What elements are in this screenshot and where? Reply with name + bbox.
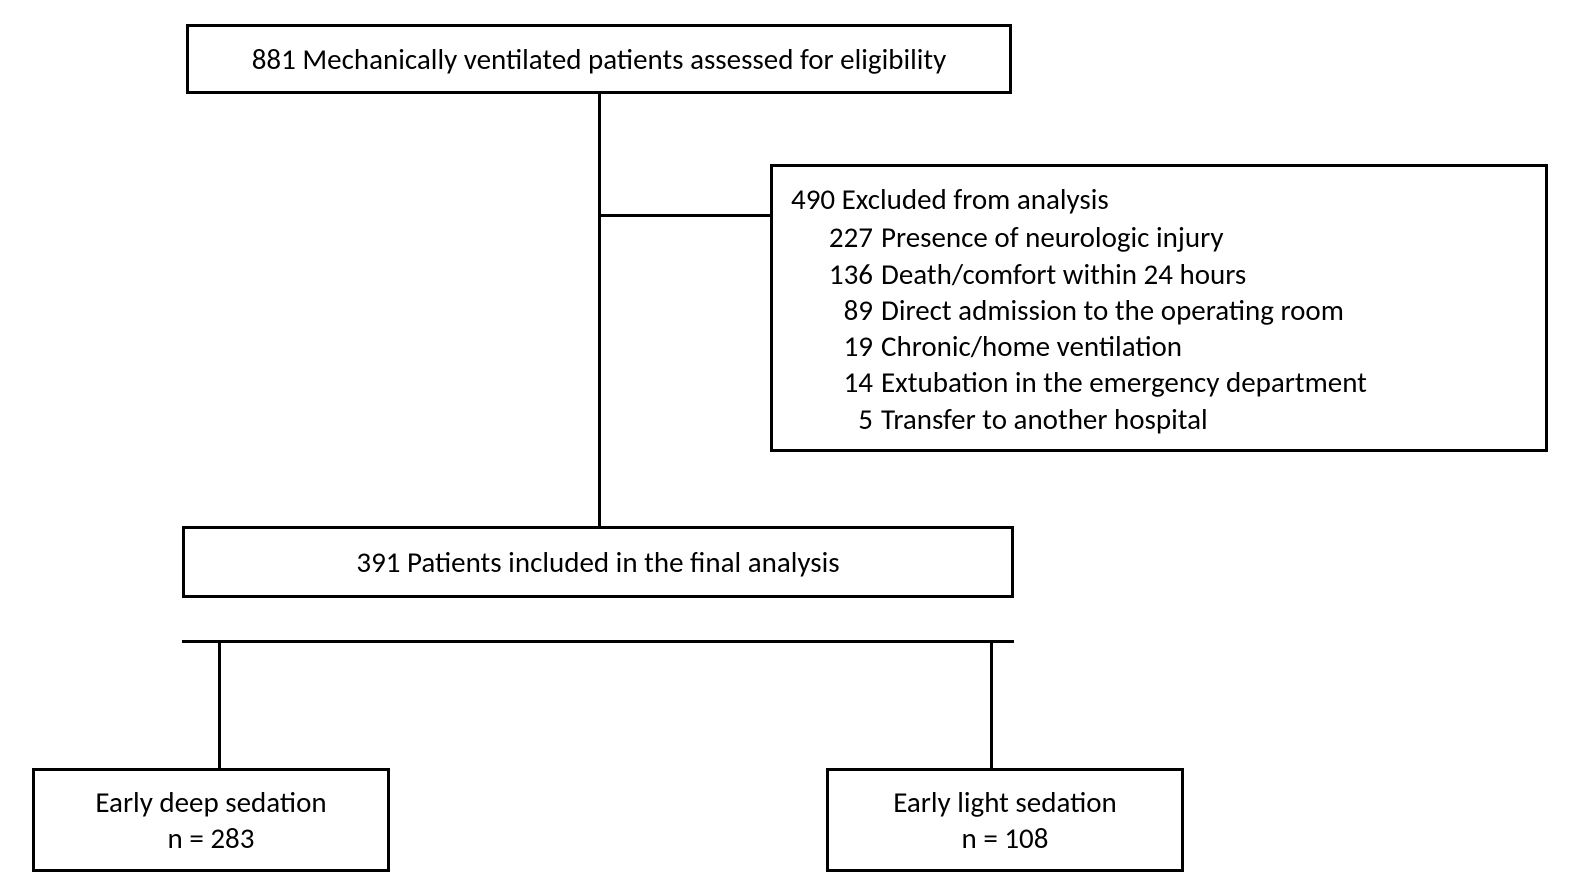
excluded-item: 136 Death/comfort within 24 hours	[791, 256, 1527, 292]
assessed-text: 881 Mechanically ventilated patients ass…	[207, 41, 991, 77]
flow-box-assessed: 881 Mechanically ventilated patients ass…	[186, 24, 1012, 94]
connector-trunk	[598, 94, 601, 526]
included-text: 391 Patients included in the final analy…	[203, 544, 993, 580]
light-line2: n = 108	[847, 820, 1163, 856]
excluded-item: 89 Direct admission to the operating roo…	[791, 292, 1527, 328]
excluded-item: 5 Transfer to another hospital	[791, 401, 1527, 437]
connector-to-light	[990, 640, 993, 768]
excluded-label: Direct admission to the operating room	[881, 292, 1527, 328]
connector-split-h	[182, 640, 1014, 643]
light-line1: Early light sedation	[847, 784, 1163, 820]
deep-line2: n = 283	[53, 820, 369, 856]
excluded-item: 14 Extubation in the emergency departmen…	[791, 364, 1527, 400]
excluded-item: 19 Chronic/home ventilation	[791, 328, 1527, 364]
flow-box-light: Early light sedation n = 108	[826, 768, 1184, 872]
excluded-count: 89	[817, 292, 881, 328]
connector-to-excluded	[598, 214, 770, 217]
flow-box-deep: Early deep sedation n = 283	[32, 768, 390, 872]
deep-line1: Early deep sedation	[53, 784, 369, 820]
excluded-count: 19	[817, 328, 881, 364]
excluded-label: Presence of neurologic injury	[881, 219, 1527, 255]
excluded-label: Extubation in the emergency department	[881, 364, 1527, 400]
connector-to-deep	[218, 640, 221, 768]
excluded-count: 14	[817, 364, 881, 400]
flow-box-excluded: 490 Excluded from analysis 227 Presence …	[770, 164, 1548, 452]
flow-box-included: 391 Patients included in the final analy…	[182, 526, 1014, 598]
excluded-count: 227	[817, 219, 881, 255]
excluded-label: Transfer to another hospital	[881, 401, 1527, 437]
excluded-count: 136	[817, 256, 881, 292]
excluded-item: 227 Presence of neurologic injury	[791, 219, 1527, 255]
excluded-label: Death/comfort within 24 hours	[881, 256, 1527, 292]
excluded-header: 490 Excluded from analysis	[791, 181, 1527, 217]
excluded-label: Chronic/home ventilation	[881, 328, 1527, 364]
excluded-count: 5	[817, 401, 881, 437]
